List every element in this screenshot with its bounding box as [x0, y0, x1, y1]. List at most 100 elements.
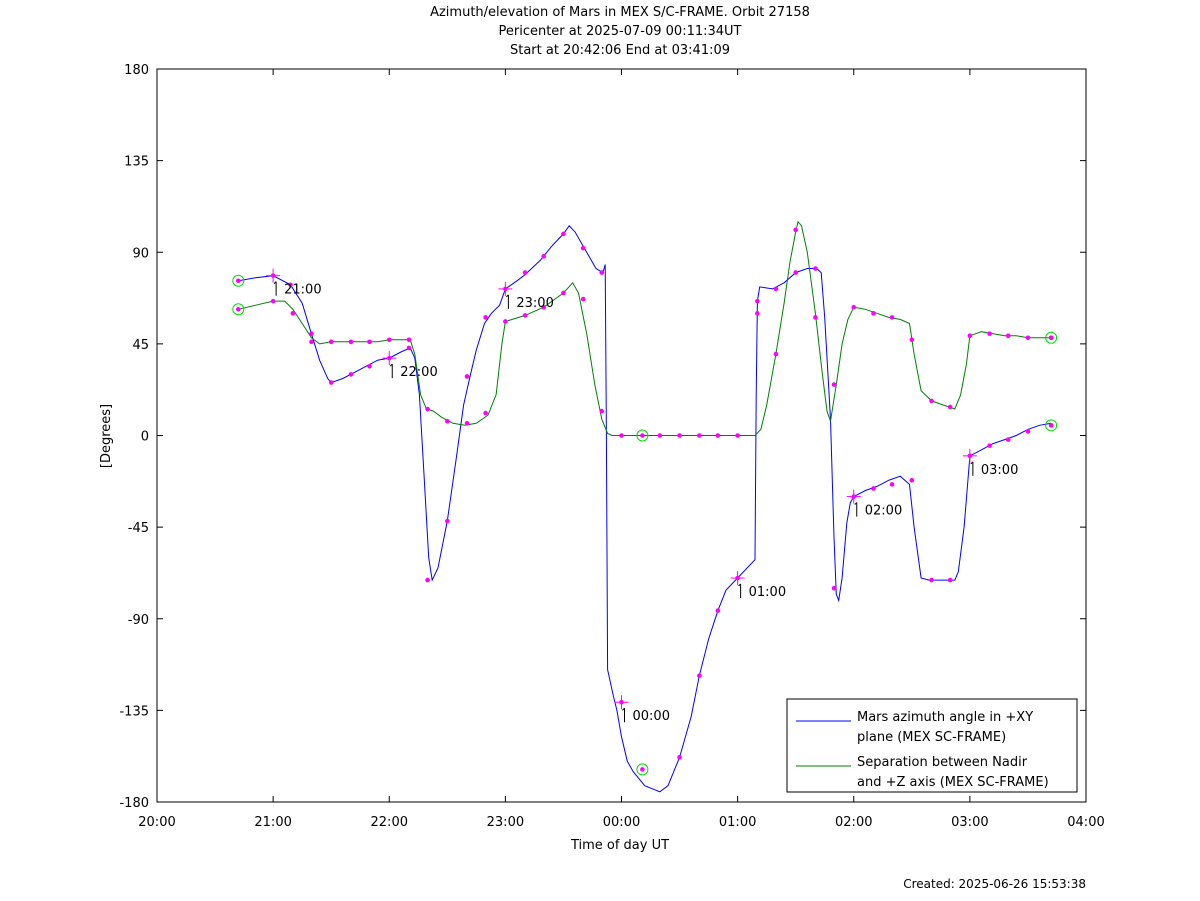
- series-point-marker: [1005, 333, 1011, 339]
- series-point-marker: [386, 337, 392, 343]
- hour-label: 01:00: [749, 585, 786, 600]
- series-point-marker: [328, 339, 334, 345]
- legend-label-azimuth-1: Mars azimuth angle in +XY: [857, 710, 1033, 725]
- x-axis-label: Time of day UT: [570, 838, 669, 853]
- hour-label: 00:00: [633, 709, 670, 724]
- series-point-marker: [425, 406, 430, 412]
- series-endpoint-circle: [636, 763, 649, 776]
- series-point-marker: [871, 486, 876, 491]
- series-line-0: [238, 225, 1052, 793]
- series-point-marker: [715, 433, 721, 438]
- series-point-marker: [677, 754, 682, 760]
- series-point-marker: [677, 433, 682, 438]
- series-point-marker: [464, 420, 470, 426]
- series-point-marker: [348, 372, 354, 377]
- series-point-marker: [348, 339, 354, 345]
- series-point-marker: [929, 398, 934, 404]
- series-endpoint-dot: [1048, 335, 1054, 341]
- hour-label-pointer-head: [854, 502, 858, 505]
- hour-label: 02:00: [865, 504, 902, 519]
- x-tick-label: 23:00: [487, 815, 524, 830]
- series-point-marker: [697, 433, 702, 438]
- series-endpoint-dot: [640, 433, 645, 438]
- x-tick-label: 22:00: [371, 815, 408, 830]
- x-tick-label: 01:00: [719, 815, 756, 830]
- series-point-marker: [445, 418, 450, 424]
- y-tick-label: -45: [128, 521, 149, 536]
- series-point-marker: [425, 577, 430, 583]
- x-tick-label: 21:00: [254, 815, 291, 830]
- chart-title-line-3: Start at 20:42:06 End at 03:41:09: [509, 43, 731, 58]
- series-point-marker: [309, 331, 314, 336]
- series-point-marker: [483, 315, 488, 320]
- series-endpoint-circle: [232, 274, 245, 287]
- series-point-marker: [580, 245, 586, 251]
- hour-label-pointer-head: [738, 583, 741, 587]
- series-point-marker: [987, 331, 992, 336]
- series-point-marker: [406, 345, 412, 351]
- series-point-marker: [813, 266, 818, 271]
- series-point-marker: [735, 433, 740, 438]
- series-point-marker: [1005, 437, 1011, 442]
- series-point-marker: [406, 337, 412, 343]
- series-point-marker: [580, 296, 586, 302]
- series-point-marker: [715, 608, 721, 613]
- hour-label-pointer-head: [389, 363, 393, 367]
- series-point-marker: [288, 282, 293, 288]
- series-point-marker: [541, 254, 546, 259]
- series-endpoint-circle: [1045, 331, 1058, 344]
- series-point-marker: [947, 404, 953, 410]
- x-tick-label: 00:00: [603, 815, 640, 830]
- series-point-marker: [929, 577, 934, 583]
- chart-title-line-2: Pericenter at 2025-07-09 00:11:34UT: [498, 24, 742, 39]
- series-point-marker: [889, 482, 895, 487]
- series-point-marker: [987, 443, 992, 448]
- series-endpoint-dot: [235, 306, 241, 312]
- legend-label-separation-2: and +Z axis (MEX SC-FRAME): [857, 775, 1049, 790]
- series-point-marker: [503, 319, 508, 324]
- x-tick-label: 20:00: [138, 815, 175, 830]
- hour-label-pointer-head: [273, 281, 277, 285]
- legend-label-separation-1: Separation between Nadir: [857, 755, 1028, 770]
- legend-box: [786, 698, 1078, 793]
- series-point-marker: [831, 382, 837, 387]
- series-point-marker: [561, 231, 566, 237]
- y-axis-label: [Degrees]: [99, 404, 114, 468]
- series-point-marker: [947, 577, 953, 583]
- hour-label-pointer-head: [970, 461, 974, 465]
- series-point-marker: [522, 270, 528, 275]
- series-point-marker: [328, 380, 334, 385]
- x-tick-label: 03:00: [951, 815, 988, 830]
- series-point-marker: [445, 518, 450, 524]
- y-tick-label: -180: [119, 796, 149, 811]
- series-point-marker: [619, 433, 624, 438]
- x-tick-label: 04:00: [1067, 815, 1104, 830]
- series-endpoint-dot: [1048, 423, 1054, 428]
- y-tick-label: -90: [128, 613, 149, 628]
- legend: Mars azimuth angle in +XY plane (MEX SC-…: [786, 698, 1078, 793]
- series-point-marker: [773, 286, 779, 292]
- hour-label-pointer-head: [506, 294, 509, 298]
- series-point-marker: [909, 477, 915, 483]
- hour-label: 23:00: [516, 296, 553, 311]
- legend-label-azimuth-2: plane (MEX SC-FRAME): [857, 730, 1006, 745]
- series-line-1: [238, 220, 1052, 436]
- series-point-marker: [793, 227, 798, 233]
- series-point-marker: [309, 339, 314, 345]
- series-endpoint-dot: [235, 278, 241, 284]
- y-tick-label: 0: [141, 430, 149, 445]
- series-point-marker: [270, 298, 276, 304]
- series-endpoint-circle: [1045, 419, 1058, 432]
- series-point-marker: [755, 311, 760, 316]
- y-tick-label: 45: [132, 338, 149, 353]
- series-point-marker: [755, 298, 760, 304]
- series-point-marker: [599, 270, 605, 275]
- series-point-marker: [773, 351, 779, 357]
- series-endpoint-dot: [640, 767, 645, 772]
- series-point-marker: [367, 339, 372, 345]
- series-endpoint-circle: [232, 303, 245, 316]
- series-point-marker: [290, 311, 296, 316]
- y-tick-label: 90: [132, 246, 149, 261]
- hour-label: 21:00: [284, 283, 321, 298]
